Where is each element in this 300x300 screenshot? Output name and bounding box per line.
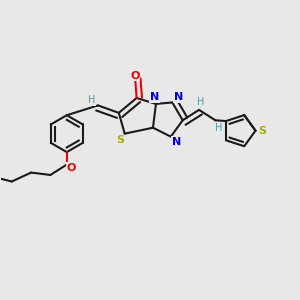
- Text: H: H: [215, 123, 222, 133]
- Text: O: O: [67, 163, 76, 172]
- Text: N: N: [172, 137, 181, 147]
- Text: N: N: [174, 92, 183, 102]
- Text: S: S: [116, 135, 124, 145]
- Text: H: H: [197, 98, 204, 107]
- Text: N: N: [150, 92, 159, 102]
- Text: H: H: [88, 95, 95, 105]
- Text: S: S: [258, 126, 266, 136]
- Text: O: O: [130, 71, 140, 81]
